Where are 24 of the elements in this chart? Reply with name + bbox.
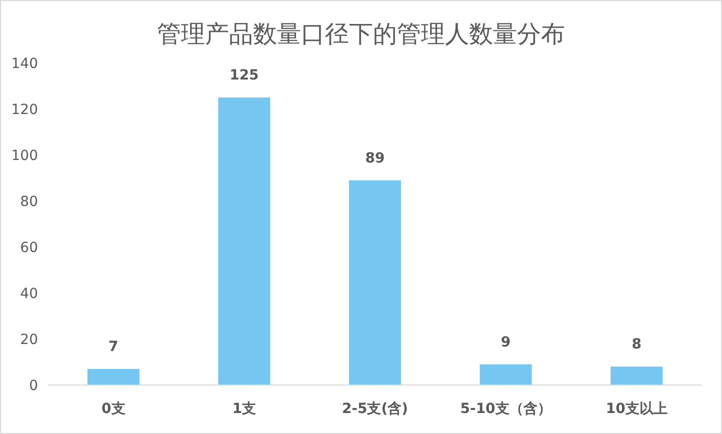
y-tick-label: 0 [29, 378, 38, 394]
y-tick-label: 120 [11, 102, 38, 118]
y-tick-label: 80 [20, 194, 38, 210]
bar [218, 98, 270, 385]
x-tick-label: 5-10支（含） [460, 401, 552, 417]
x-tick-label: 1支 [232, 401, 256, 417]
data-label: 125 [230, 68, 259, 84]
chart-title: 管理产品数量口径下的管理人数量分布 [157, 20, 565, 48]
bar [349, 180, 401, 385]
bar [87, 368, 140, 385]
x-tick-label: 10支以上 [606, 401, 668, 417]
data-label: 9 [500, 334, 511, 350]
y-tick-label: 140 [11, 56, 38, 72]
y-tick-label: 60 [20, 240, 38, 256]
y-tick-label: 40 [20, 286, 38, 302]
data-label: 8 [632, 336, 642, 353]
y-tick-label: 100 [11, 148, 38, 164]
data-label: 89 [365, 150, 385, 166]
bar [610, 366, 663, 385]
x-tick-label: 2-5支(含) [342, 401, 408, 417]
x-tick-label: 0支 [102, 401, 126, 417]
y-tick-label: 20 [20, 332, 38, 348]
data-label: 7 [108, 338, 118, 355]
bar [480, 364, 532, 385]
